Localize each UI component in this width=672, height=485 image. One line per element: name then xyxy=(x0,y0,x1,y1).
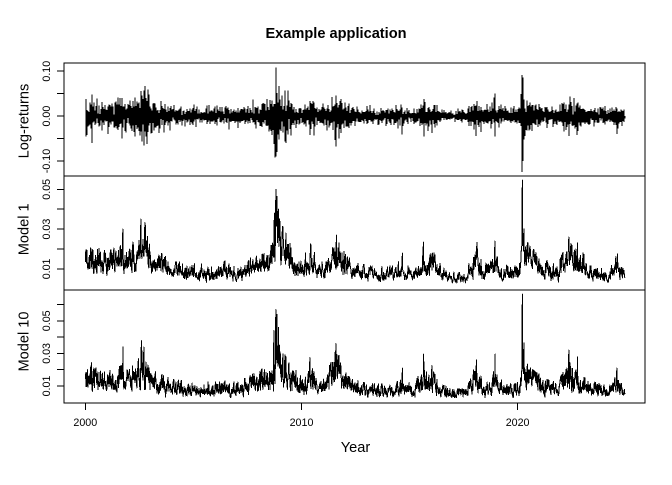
svg-text:Model 10: Model 10 xyxy=(16,311,32,371)
svg-text:2000: 2000 xyxy=(73,417,97,429)
svg-text:0.03: 0.03 xyxy=(41,219,53,240)
svg-text:0.00: 0.00 xyxy=(41,106,53,127)
svg-text:2020: 2020 xyxy=(506,417,530,429)
svg-text:Model 1: Model 1 xyxy=(16,203,32,255)
svg-text:0.05: 0.05 xyxy=(41,179,53,200)
svg-text:0.03: 0.03 xyxy=(41,343,53,364)
svg-text:2010: 2010 xyxy=(290,417,314,429)
svg-text:Year: Year xyxy=(341,440,371,456)
svg-text:0.10: 0.10 xyxy=(41,61,53,82)
svg-text:0.01: 0.01 xyxy=(41,258,53,279)
svg-text:-0.10: -0.10 xyxy=(41,149,53,173)
svg-text:Example application: Example application xyxy=(265,26,406,42)
svg-text:0.05: 0.05 xyxy=(41,310,53,331)
svg-text:Log-returns: Log-returns xyxy=(16,84,32,159)
svg-text:0.01: 0.01 xyxy=(41,376,53,397)
